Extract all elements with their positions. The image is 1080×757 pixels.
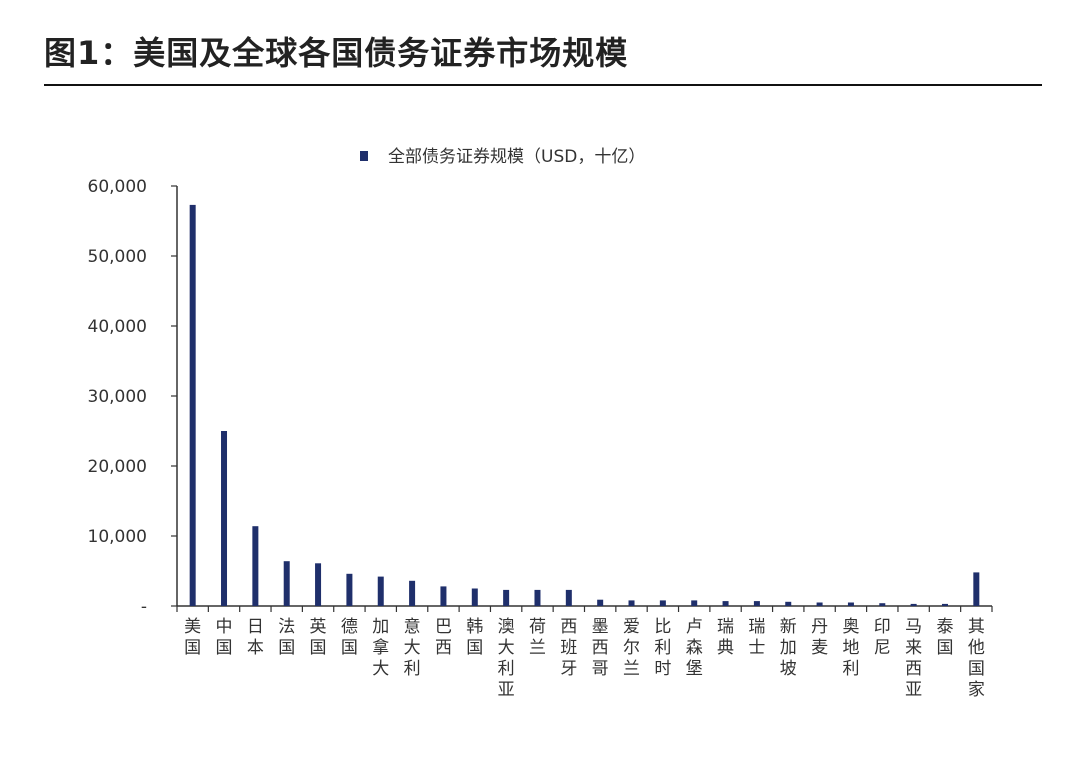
figure-title: 图1：美国及全球各国债务证券市场规模: [44, 34, 629, 72]
x-category-label: 美国: [184, 617, 201, 658]
bar: [252, 526, 259, 606]
bar: [189, 204, 196, 606]
x-axis-labels: 美国中国日本法国英国德国加拿大意大利巴西韩国澳大利亚荷兰西班牙墨西哥爱尔兰比利时…: [184, 617, 985, 700]
bar: [440, 586, 447, 606]
bar: [221, 431, 228, 606]
x-axis: [176, 605, 993, 612]
x-category-label: 德国: [341, 617, 358, 658]
x-category-label: 韩国: [466, 617, 483, 658]
bar: [973, 572, 980, 606]
bar: [785, 601, 792, 606]
x-category-label: 其他国家: [968, 617, 985, 700]
bar: [534, 589, 541, 606]
x-category-label: 法国: [278, 617, 295, 658]
x-category-label: 卢森堡: [686, 617, 703, 679]
x-category-label: 巴西: [435, 617, 452, 658]
bar: [283, 561, 290, 606]
y-tick-label: -: [141, 597, 147, 617]
x-category-label: 爱尔兰: [623, 617, 640, 679]
x-category-label: 墨西哥: [592, 617, 609, 679]
y-tick-label: 50,000: [88, 247, 147, 267]
bar: [847, 602, 854, 606]
bar: [941, 603, 948, 606]
x-category-label: 泰国: [936, 617, 953, 658]
x-category-label: 意大利: [404, 617, 421, 679]
bar: [597, 599, 604, 606]
x-category-label: 新加坡: [780, 617, 797, 679]
bar: [628, 600, 635, 606]
bar: [346, 573, 353, 606]
bars: [189, 204, 980, 606]
bar: [315, 563, 322, 606]
x-category-label: 马来西亚: [905, 617, 922, 700]
bar: [691, 600, 698, 606]
x-category-label: 日本: [247, 617, 264, 658]
y-tick-label: 20,000: [88, 457, 147, 477]
x-category-label: 丹麦: [811, 617, 828, 658]
x-category-label: 瑞士: [748, 617, 765, 658]
x-category-label: 英国: [310, 617, 327, 658]
x-category-label: 印尼: [874, 617, 891, 658]
bar: [722, 601, 729, 606]
bar: [910, 603, 917, 606]
bar: [816, 602, 823, 606]
x-category-label: 奥地利: [842, 617, 859, 679]
bar: [879, 603, 886, 606]
x-category-label: 澳大利亚: [498, 617, 515, 700]
bar: [753, 601, 760, 606]
y-tick-label: 30,000: [88, 387, 147, 407]
chart-legend: 全部债务证券规模（USD，十亿）: [360, 147, 645, 167]
x-category-label: 中国: [216, 617, 233, 658]
bar: [565, 589, 572, 606]
bar: [503, 589, 510, 606]
x-category-label: 西班牙: [560, 617, 577, 679]
x-category-label: 瑞典: [717, 617, 734, 658]
legend-swatch: [360, 151, 368, 161]
bar: [659, 600, 666, 606]
bar: [377, 576, 384, 606]
x-category-label: 比利时: [654, 617, 671, 679]
bar: [471, 588, 478, 606]
y-tick-label: 60,000: [88, 177, 147, 197]
y-tick-label: 10,000: [88, 527, 147, 547]
y-axis: - 10,000 20,000 30,000 40,000 50,000 60,000: [88, 177, 178, 617]
title-divider: [44, 84, 1042, 86]
legend-label: 全部债务证券规模（USD，十亿）: [388, 147, 645, 167]
x-category-label: 加拿大: [372, 617, 389, 679]
y-tick-label: 40,000: [88, 317, 147, 337]
x-category-label: 荷兰: [529, 617, 546, 658]
bar: [409, 580, 416, 606]
